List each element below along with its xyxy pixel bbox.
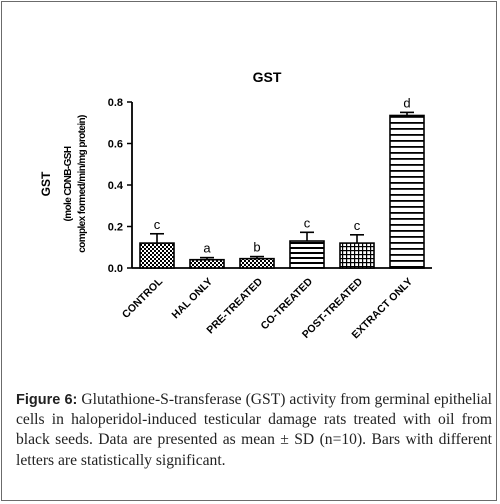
y-axis-title-main: GST [39, 171, 53, 196]
y-axis-title-unit-1: (mole CDNB-GSH [63, 146, 74, 221]
significance-letter: c [304, 215, 311, 230]
significance-letter: c [354, 218, 361, 233]
y-tick-label: 0.2 [108, 222, 123, 234]
bar [389, 114, 425, 269]
bar [239, 257, 275, 269]
gst-bar-chart: GST GST (mole CDNB-GSH complex formed/mi… [39, 69, 432, 341]
y-axis-ticks: 0.0 0.2 0.4 0.6 0.8 [108, 97, 132, 275]
bar [189, 258, 225, 269]
y-tick-label: 0.6 [108, 139, 123, 151]
y-axis-title: GST (mole CDNB-GSH complex formed/min/mg… [39, 115, 88, 253]
significance-letter: b [253, 240, 260, 255]
significance-letter: a [203, 241, 211, 256]
caption-label: Figure 6: [16, 392, 78, 408]
bar [339, 242, 375, 269]
figure-caption: Figure 6: Glutathione-S-transferase (GST… [16, 390, 492, 471]
y-tick-label: 0.8 [108, 97, 123, 109]
significance-letter: d [403, 95, 410, 110]
x-tick-label: CO-TREATED [259, 275, 316, 332]
bar [139, 242, 175, 269]
x-tick-label: HAL ONLY [170, 276, 216, 322]
x-tick-label: CONTROL [120, 275, 166, 321]
bar [289, 240, 325, 269]
significance-letter: c [154, 217, 161, 232]
y-axis-title-unit-2: complex formed/min/mg protein) [77, 115, 88, 253]
y-tick-label: 0.4 [108, 180, 124, 192]
chart-title: GST [253, 69, 282, 85]
bars: c a b c c d [139, 95, 425, 269]
caption-text: Glutathione-S-transferase (GST) activity… [16, 391, 492, 469]
y-tick-label: 0.0 [108, 263, 123, 275]
x-axis-tick-labels: CONTROL HAL ONLYPRE-TREATEDCO-TREATEDPOST… [120, 275, 415, 341]
